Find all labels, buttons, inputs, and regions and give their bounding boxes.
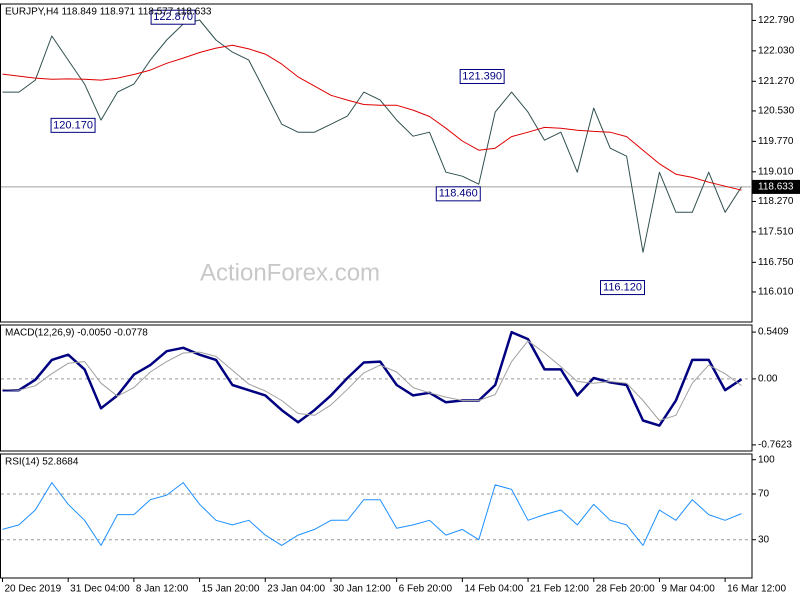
panel-title: RSI(14) 52.8684 [5, 457, 79, 468]
series-line [2, 340, 742, 421]
y-tick-label: 70 [758, 489, 770, 500]
y-tick-label: 100 [758, 454, 775, 465]
annotation-box [435, 186, 481, 202]
last-price-label: 118.633 [758, 182, 794, 193]
y-tick-label: 119.010 [758, 166, 794, 177]
panel-frame [0, 3, 753, 323]
y-tick-label: 119.770 [758, 136, 794, 147]
watermark: ActionForex.com [200, 259, 380, 286]
y-tick-label: -0.7623 [758, 440, 792, 451]
series-line [2, 19, 742, 253]
annotation-box [600, 280, 646, 296]
y-tick-label: 117.510 [758, 227, 794, 238]
last-price-box [752, 179, 800, 194]
series-line [2, 482, 742, 546]
panel-frame [0, 324, 753, 452]
y-tick-label: 116.010 [758, 287, 794, 298]
y-tick-label: 122.790 [758, 15, 795, 26]
y-tick-label: 120.530 [758, 106, 795, 117]
x-tick-label: 16 Mar 12:00 [727, 584, 786, 595]
panel-title: MACD(12,26,9) -0.0050 -0.0778 [5, 328, 148, 339]
panel-title: EURJPY,H4 118.849 118.971 118.577 118.63… [5, 7, 212, 18]
annotation-label: 121.390 [462, 70, 502, 82]
x-tick-label: 6 Feb 20:00 [399, 584, 453, 595]
x-tick-label: 31 Dec 04:00 [70, 584, 130, 595]
x-tick-label: 23 Jan 04:00 [267, 584, 325, 595]
panel-frame [0, 453, 753, 579]
y-tick-label: 0.00 [758, 374, 778, 385]
annotation-box [459, 68, 505, 84]
annotation-box [150, 9, 196, 25]
annotation-box [50, 117, 96, 133]
y-tick-label: 0.5409 [758, 327, 789, 338]
x-tick-label: 8 Jan 12:00 [136, 584, 189, 595]
annotation-label: 120.170 [53, 119, 93, 131]
series-line [2, 44, 742, 191]
y-tick-label: 116.750 [758, 257, 794, 268]
x-tick-label: 30 Jan 12:00 [333, 584, 391, 595]
annotation-label: 122.870 [153, 11, 193, 23]
y-tick-label: 122.030 [758, 45, 795, 56]
x-tick-label: 14 Feb 04:00 [464, 584, 523, 595]
x-tick-label: 21 Feb 12:00 [530, 584, 589, 595]
annotation-label: 116.120 [603, 281, 642, 293]
series-line [2, 330, 743, 427]
x-tick-label: 15 Jan 20:00 [202, 584, 260, 595]
x-tick-label: 9 Mar 04:00 [661, 584, 715, 595]
y-tick-label: 121.270 [758, 76, 795, 87]
y-tick-label: 30 [758, 534, 770, 545]
x-tick-label: 28 Feb 20:00 [596, 584, 655, 595]
annotation-label: 118.460 [439, 188, 478, 200]
x-tick-label: 20 Dec 2019 [4, 584, 61, 595]
y-tick-label: 118.270 [758, 196, 794, 207]
